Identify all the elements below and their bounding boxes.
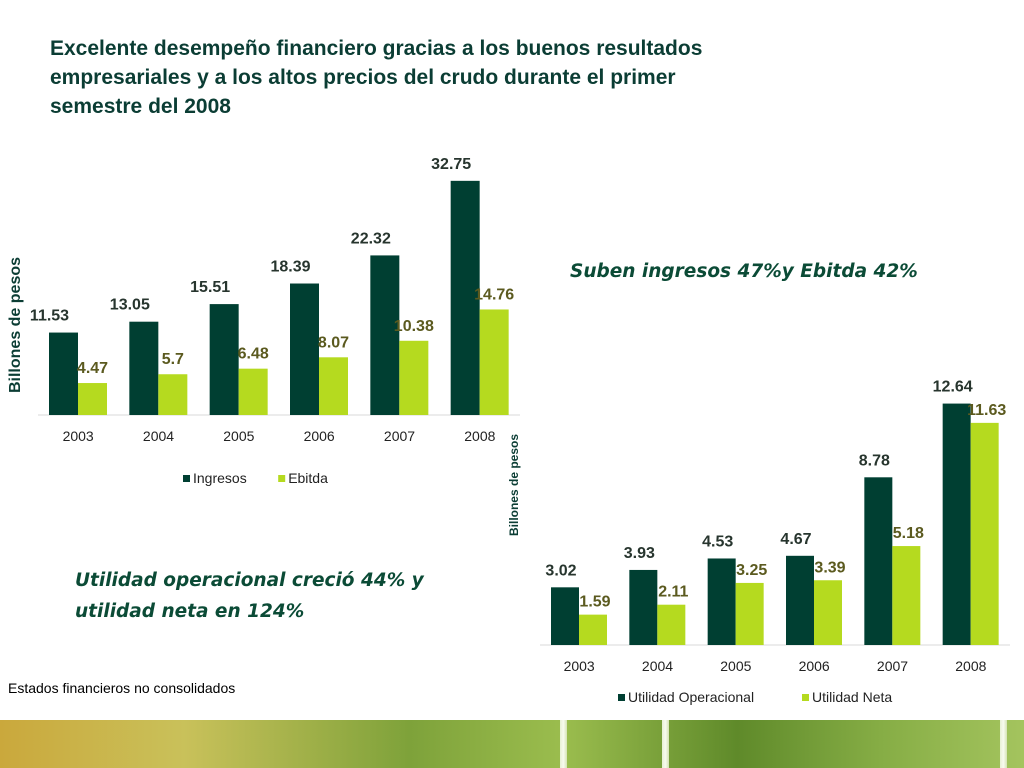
bar [290, 283, 319, 415]
decorative-footer-post [560, 720, 567, 768]
x-tick-label: 2005 [223, 428, 254, 444]
x-tick-label: 2008 [955, 658, 986, 674]
data-label: 12.64 [933, 379, 973, 396]
data-label: 11.63 [967, 402, 1006, 419]
bar [158, 374, 188, 415]
data-label: 4.47 [77, 360, 108, 377]
data-label: 6.48 [238, 346, 269, 363]
revenue-growth-callout: Suben ingresos 47%y Ebitda 42% [570, 261, 918, 282]
data-label: 11.53 [30, 308, 69, 325]
profit-growth-callout-line-2: utilidad neta en 124% [75, 601, 305, 622]
data-label: 13.05 [110, 297, 150, 314]
bar [864, 477, 893, 645]
data-label: 2.11 [658, 584, 688, 601]
legend-swatch [183, 475, 190, 482]
data-label: 3.02 [545, 562, 576, 579]
data-label: 15.51 [190, 279, 230, 296]
bar [942, 403, 971, 645]
bar [657, 604, 686, 645]
data-label: 5.18 [893, 525, 924, 542]
legend-label: Utilidad Neta [812, 689, 892, 705]
data-label: 1.59 [579, 594, 610, 611]
bar [551, 587, 579, 645]
x-tick-label: 2003 [564, 658, 595, 674]
bar [399, 340, 429, 415]
bar [707, 558, 736, 645]
x-tick-label: 2006 [799, 658, 830, 674]
bar [892, 546, 921, 645]
data-label: 8.07 [318, 334, 349, 351]
bar [814, 580, 842, 645]
data-label: 5.7 [162, 351, 184, 368]
bar [786, 555, 814, 645]
legend-label: Utilidad Operacional [628, 689, 754, 705]
revenue-ebitda-chart: Billones de pesos 11.53 4.47 2003 13.05 5.7 20… [7, 156, 520, 486]
legend-swatch [618, 694, 625, 701]
bar [209, 304, 239, 415]
data-label: 3.25 [736, 562, 767, 579]
decorative-footer-post [1000, 720, 1007, 768]
slide-title: Excelente desempeño financiero gracias a… [50, 37, 703, 118]
x-tick-label: 2007 [877, 658, 908, 674]
data-label: 22.32 [351, 230, 391, 247]
bar [579, 614, 607, 645]
operating-net-income-chart: Billones de pesos 3.021.59 2003 3.93 2.11 200… [507, 379, 1010, 705]
bar [629, 569, 658, 645]
data-label: 4.53 [702, 533, 733, 550]
bar [319, 357, 348, 415]
legend-label: Ingresos [193, 470, 247, 486]
footnote: Estados financieros no consolidados [8, 680, 236, 696]
data-label: 10.38 [394, 318, 434, 335]
bar [238, 368, 268, 415]
decorative-footer-band [0, 720, 1024, 768]
bar [479, 309, 509, 415]
legend-swatch [278, 475, 286, 482]
data-label: 3.93 [624, 545, 655, 562]
data-label: 4.67 [780, 531, 811, 548]
data-label: 32.75 [431, 156, 471, 173]
legend-label: Ebitda [288, 470, 328, 486]
y-axis-title: Billones de pesos [507, 434, 521, 536]
bar [370, 255, 400, 415]
data-label: 14.76 [474, 286, 514, 303]
data-label: 3.39 [814, 559, 845, 576]
x-tick-label: 2003 [63, 428, 94, 444]
x-tick-label: 2006 [304, 428, 335, 444]
data-label: 8.78 [859, 452, 890, 469]
y-axis-title: Billones de pesos [7, 257, 24, 393]
legend-swatch [802, 694, 809, 701]
profit-growth-callout-line-1: Utilidad operacional creció 44% y [75, 570, 424, 591]
bar [78, 383, 107, 415]
bar [735, 582, 764, 645]
x-tick-label: 2004 [642, 658, 673, 674]
x-tick-label: 2007 [384, 428, 415, 444]
bar [450, 180, 480, 415]
data-label: 18.39 [270, 259, 310, 276]
x-tick-label: 2004 [143, 428, 174, 444]
bar [129, 321, 159, 415]
x-tick-label: 2008 [464, 428, 495, 444]
x-tick-label: 2005 [720, 658, 751, 674]
bar [49, 332, 78, 415]
decorative-footer-post [662, 720, 669, 768]
bar [970, 422, 999, 645]
